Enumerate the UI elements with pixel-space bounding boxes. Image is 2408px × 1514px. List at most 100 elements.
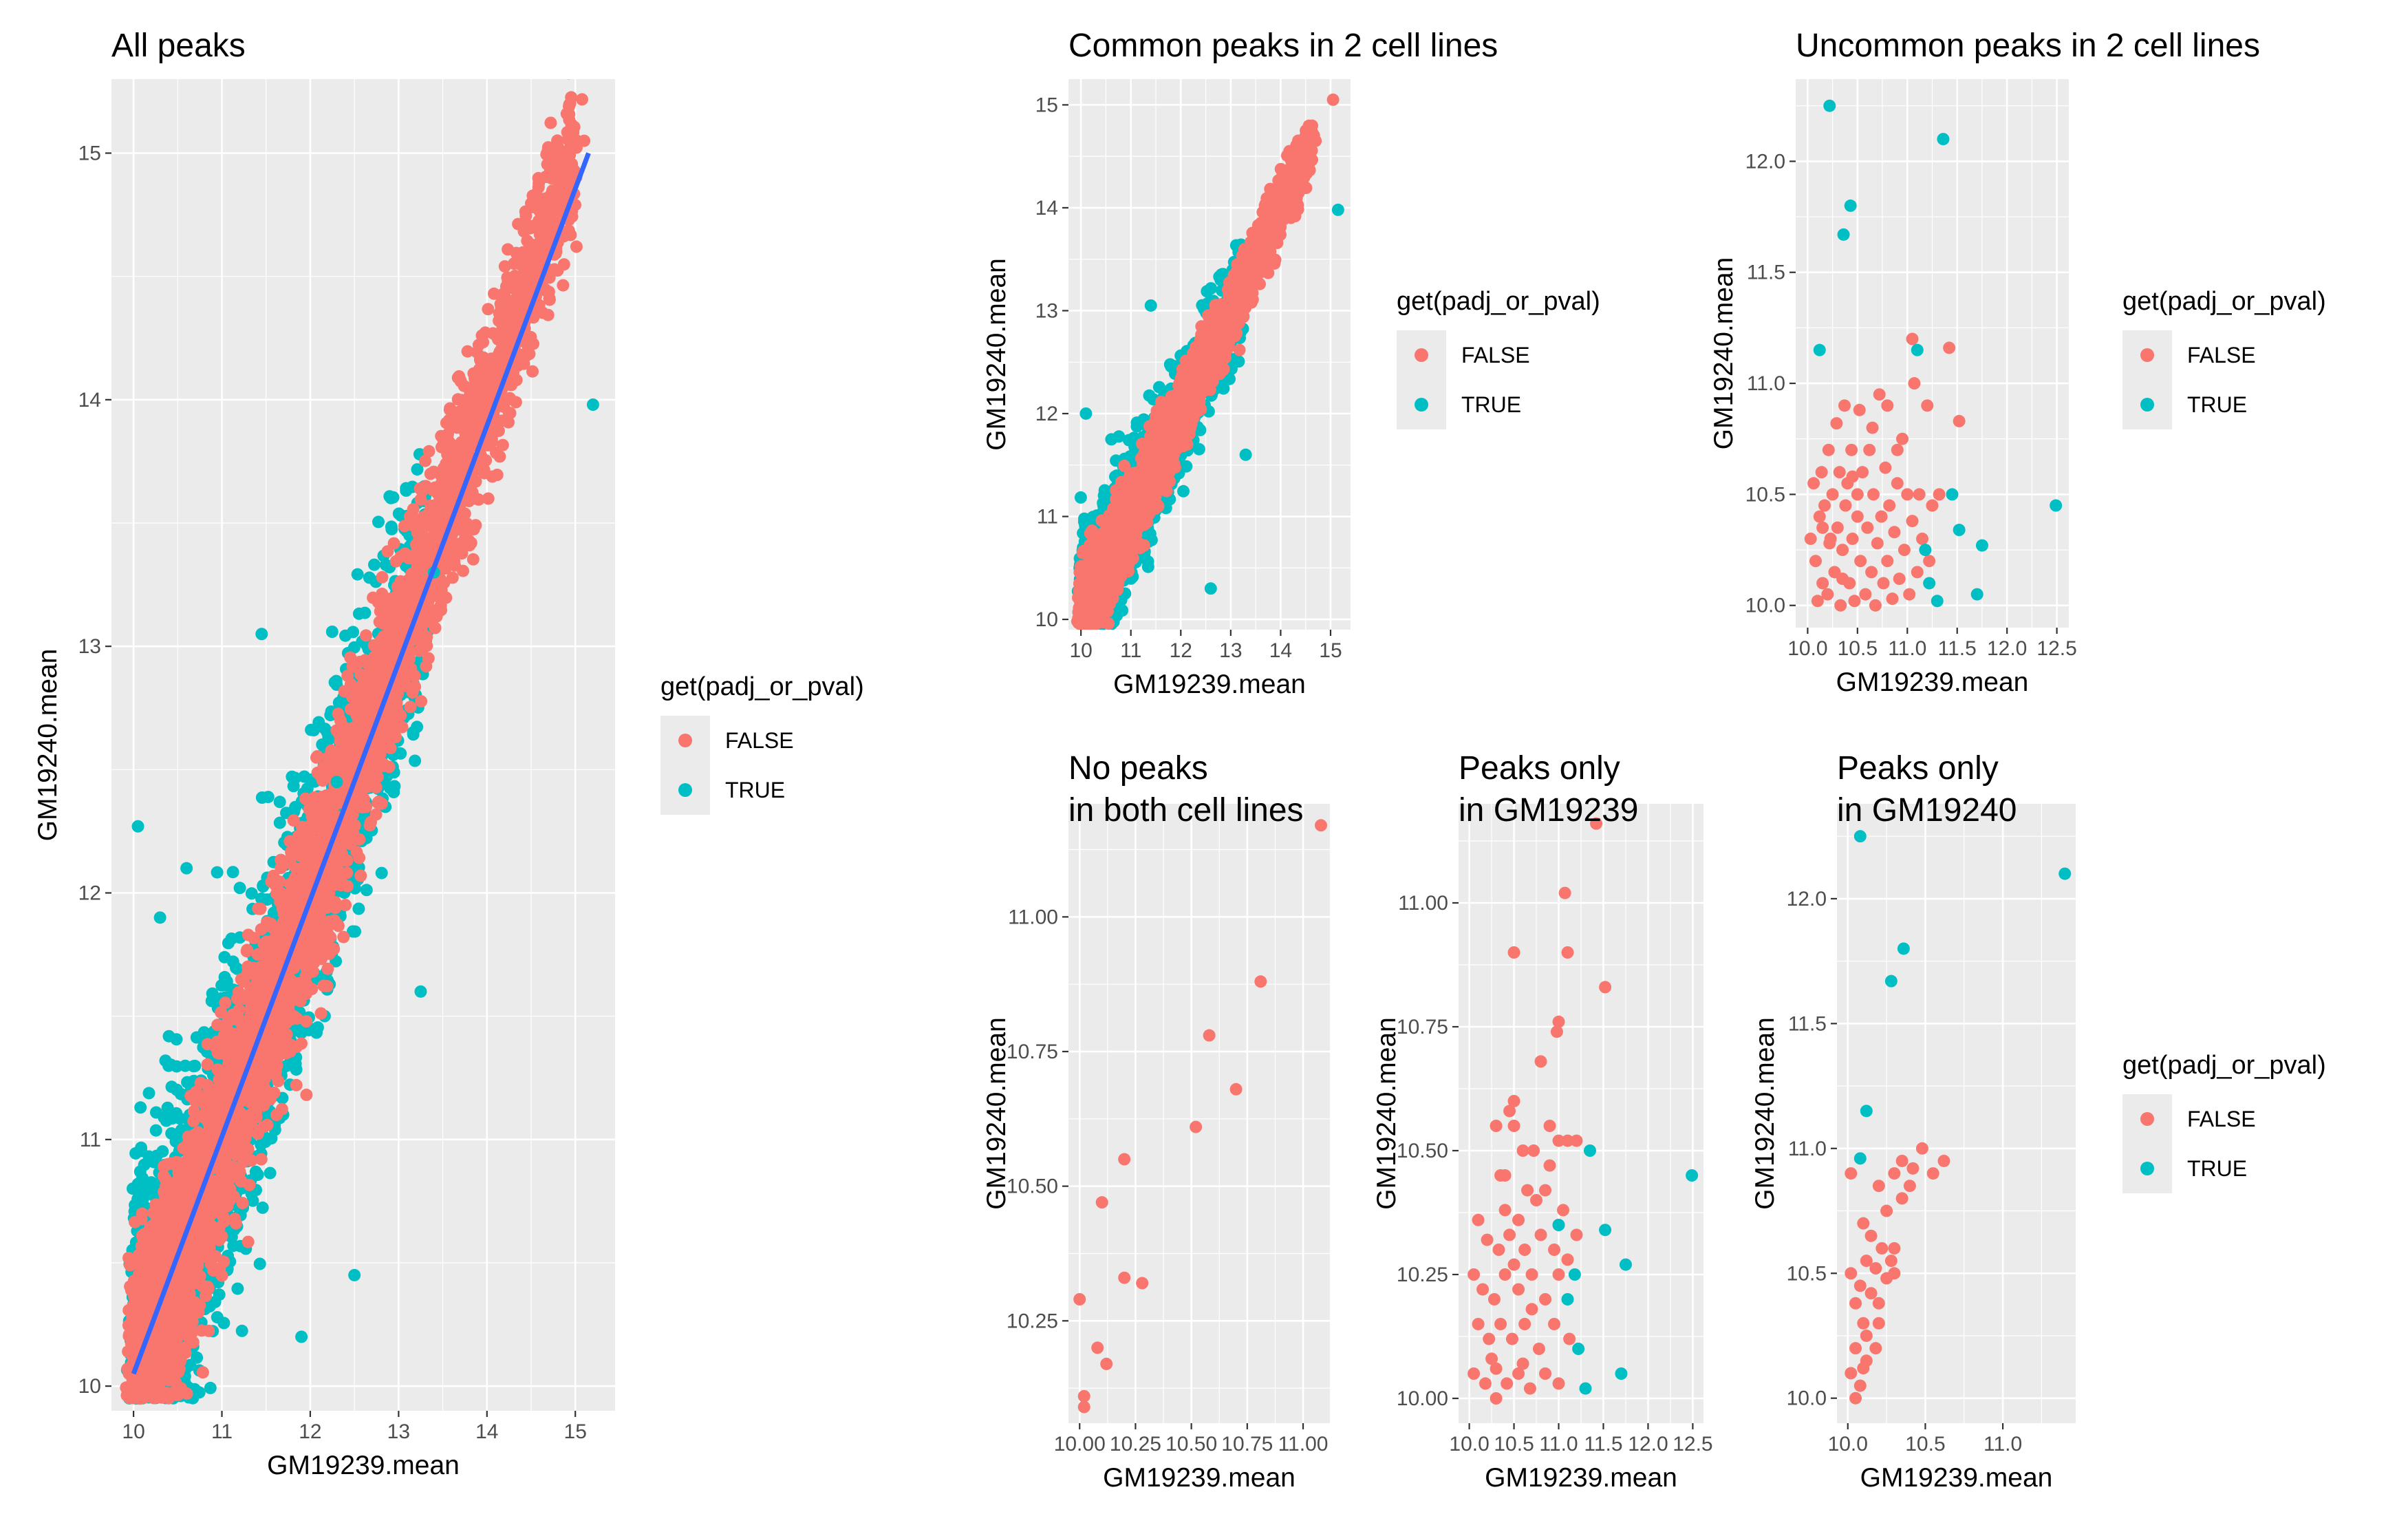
- point-true: [383, 781, 396, 794]
- point-false: [196, 1366, 209, 1379]
- point-false: [461, 345, 474, 358]
- point-false: [446, 571, 459, 584]
- point-false: [526, 365, 539, 378]
- point-true: [150, 1106, 162, 1119]
- point-true: [265, 1132, 278, 1145]
- point-true: [339, 629, 352, 642]
- point-false: [482, 303, 495, 316]
- point-true: [385, 522, 398, 535]
- point-false: [404, 701, 417, 714]
- point-false: [213, 1262, 226, 1275]
- point-true: [368, 558, 380, 571]
- point-false: [337, 930, 350, 943]
- point-true: [360, 884, 373, 897]
- point-false: [382, 740, 394, 754]
- point-true: [136, 1171, 149, 1184]
- point-true: [301, 782, 314, 795]
- point-true: [245, 887, 258, 900]
- point-true: [135, 1141, 148, 1154]
- point-true: [147, 1155, 160, 1169]
- point-true: [261, 791, 275, 804]
- point-true: [273, 816, 286, 829]
- point-true: [149, 1124, 162, 1137]
- point-true: [226, 866, 239, 879]
- point-true: [346, 925, 359, 938]
- point-true: [191, 1351, 204, 1364]
- point-true: [375, 866, 388, 879]
- point-true: [136, 1186, 149, 1200]
- point-true: [138, 1158, 151, 1171]
- point-false: [420, 660, 433, 673]
- point-true: [205, 994, 218, 1007]
- point-true: [363, 571, 376, 584]
- point-true: [387, 491, 400, 504]
- point-true: [204, 1381, 217, 1394]
- point-true: [170, 1033, 183, 1046]
- point-false: [387, 537, 400, 550]
- point-false: [482, 492, 495, 505]
- point-true: [409, 754, 422, 767]
- point-false: [407, 503, 420, 515]
- point-false: [290, 1078, 303, 1091]
- point-false: [566, 61, 578, 73]
- point-true: [264, 1166, 277, 1180]
- point-true: [358, 606, 372, 619]
- point-true: [400, 482, 413, 495]
- point-true: [288, 804, 301, 817]
- point-true: [325, 626, 338, 638]
- point-true: [165, 1127, 178, 1140]
- point-true: [164, 1058, 178, 1071]
- point-true: [190, 1031, 203, 1044]
- point-false: [300, 1088, 313, 1101]
- point-true: [255, 1138, 268, 1151]
- point-false: [129, 1215, 141, 1228]
- point-false: [261, 1118, 274, 1131]
- point-true: [273, 796, 286, 809]
- point-true: [227, 1239, 240, 1252]
- point-true: [233, 882, 246, 895]
- point-true: [351, 568, 364, 581]
- point-false: [565, 6, 577, 18]
- point-true: [312, 716, 325, 729]
- point-true: [305, 723, 318, 736]
- point-true: [394, 509, 407, 522]
- point-true: [187, 1060, 200, 1073]
- point-true: [220, 975, 233, 988]
- point-true: [142, 1087, 155, 1100]
- point-true: [261, 893, 274, 906]
- point-true: [256, 1201, 269, 1214]
- point-true: [231, 1282, 244, 1295]
- point-false: [466, 553, 480, 566]
- point-true: [289, 771, 301, 785]
- point-true: [249, 1165, 262, 1178]
- point-true: [160, 1114, 173, 1127]
- point-true: [235, 1324, 248, 1337]
- point-true: [253, 1257, 266, 1270]
- point-true: [127, 1182, 139, 1195]
- point-true: [246, 1194, 259, 1207]
- point-true: [411, 721, 424, 734]
- point-false: [360, 629, 372, 642]
- point-false: [424, 467, 437, 480]
- point-true: [226, 955, 239, 968]
- point-true: [211, 866, 224, 879]
- point-true: [372, 515, 385, 529]
- point-true: [173, 1112, 186, 1125]
- point-true: [193, 1386, 206, 1399]
- point-true: [225, 932, 238, 945]
- point-true: [411, 463, 424, 476]
- point-false: [219, 996, 232, 1010]
- point-false: [321, 962, 334, 975]
- point-true: [161, 1101, 174, 1114]
- point-true: [171, 1083, 183, 1096]
- point-false: [324, 930, 337, 943]
- point-false: [245, 1154, 258, 1167]
- point-true: [330, 674, 343, 687]
- panel-all: 10 11 12 13 14 15101112131415GM19239.meanGM19…: [33, 6, 864, 1480]
- point-false: [564, 228, 577, 242]
- point-true: [217, 1316, 230, 1330]
- point-false: [201, 1058, 214, 1071]
- point-true: [156, 1145, 169, 1158]
- point-false: [544, 116, 557, 129]
